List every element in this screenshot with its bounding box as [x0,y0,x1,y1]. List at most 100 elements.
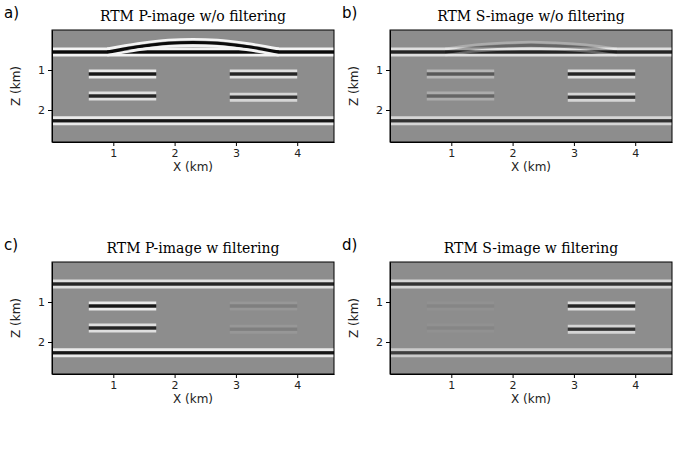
reflector-line [230,99,297,102]
reflector-line [230,305,297,308]
reflector-line [390,116,672,119]
reflector-line [427,92,494,95]
reflector-line [427,330,494,333]
panel-title: RTM P-image w/o filtering [100,8,286,24]
x-tick-label: 2 [172,379,179,392]
reflector-line [230,301,297,304]
x-axis-title: X (km) [511,160,551,174]
reflector [52,350,334,356]
reflector-line [568,308,635,311]
y-tick-label: 1 [38,296,45,309]
x-tick: 4 [632,142,639,160]
reflector [568,303,635,309]
x-tick: 4 [294,374,301,392]
plot-frame [390,262,672,374]
y-tick: 2 [376,336,390,349]
x-axis: 1 2 3 4 [53,374,335,392]
reflector-line [230,96,297,99]
reflector-line [89,301,156,304]
x-tick-label: 3 [233,379,240,392]
y-tick-mark [386,302,390,303]
x-tick-label: 4 [632,379,639,392]
x-tick: 1 [448,142,455,160]
y-tick: 1 [38,296,52,309]
x-tick-mark [635,142,636,146]
panel-title: RTM S-image w/o filtering [437,8,625,24]
reflector-line [427,70,494,73]
x-tick: 1 [448,374,455,392]
reflector-line [390,119,672,122]
reflector-line [52,279,334,282]
reflector-line [390,348,672,351]
reflector-line [52,123,334,126]
reflector-line [89,98,156,101]
y-tick: 2 [38,336,52,349]
figure: 123412X (km)Z (km)RTM P-image w/o filter… [0,0,696,458]
x-tick: 4 [632,374,639,392]
panel-letter: a) [4,4,19,22]
reflector-line [230,328,297,331]
reflector-line [427,301,494,304]
reflector [89,71,156,77]
x-tick-label: 4 [632,147,639,160]
x-tick: 2 [172,142,179,160]
reflector-line [568,99,635,102]
plot-area [52,30,334,142]
panel: 123412X (km)Z (km)RTM S-image w/o filter… [342,4,673,174]
reflector-line [427,73,494,76]
x-tick-mark [513,374,514,378]
x-tick-label: 3 [571,147,578,160]
y-tick-label: 1 [376,64,383,77]
reflector-line [52,348,334,351]
x-tick-label: 2 [510,147,517,160]
y-tick-mark [48,342,52,343]
x-tick-label: 1 [110,147,117,160]
panel-letter: d) [342,236,357,254]
y-tick-mark [48,110,52,111]
x-tick: 3 [233,142,240,160]
y-axis-title: Z (km) [9,298,23,338]
reflector-line [230,325,297,328]
reflector-line [445,48,617,55]
reflector-line [427,323,494,326]
panel: 123412X (km)Z (km)RTM P-image w filterin… [4,236,335,406]
reflector-line [52,283,334,286]
reflector-line [230,70,297,73]
reflector-line [89,305,156,308]
image-background [52,30,334,142]
x-tick-mark [574,142,575,146]
reflector [568,94,635,100]
reflector-line [52,54,334,57]
x-tick-mark [513,142,514,146]
x-tick-mark [451,142,452,146]
x-tick: 3 [233,374,240,392]
reflector-line [568,301,635,304]
x-tick: 3 [571,142,578,160]
reflector-line [89,308,156,311]
reflector-line [52,119,334,122]
x-tick-label: 3 [571,379,578,392]
reflector-line [427,76,494,79]
reflector [427,303,494,309]
reflector-line [390,54,672,57]
reflector-line [390,51,672,54]
reflector-line [568,328,635,331]
x-tick: 1 [110,142,117,160]
x-tick-label: 2 [172,147,179,160]
reflector-line [89,92,156,95]
reflector-line [52,351,334,354]
reflector [390,281,672,287]
reflector-line [427,98,494,101]
image-background [390,30,672,142]
x-tick: 1 [110,374,117,392]
y-axis-title: Z (km) [347,298,361,338]
y-axis: 12 [376,263,391,375]
y-axis: 12 [376,31,391,143]
x-axis-title: X (km) [173,160,213,174]
reflector-line [390,351,672,354]
reflector-line [52,355,334,358]
reflector-line [390,355,672,358]
x-tick-mark [574,374,575,378]
x-axis-title: X (km) [511,392,551,406]
reflector [427,325,494,331]
